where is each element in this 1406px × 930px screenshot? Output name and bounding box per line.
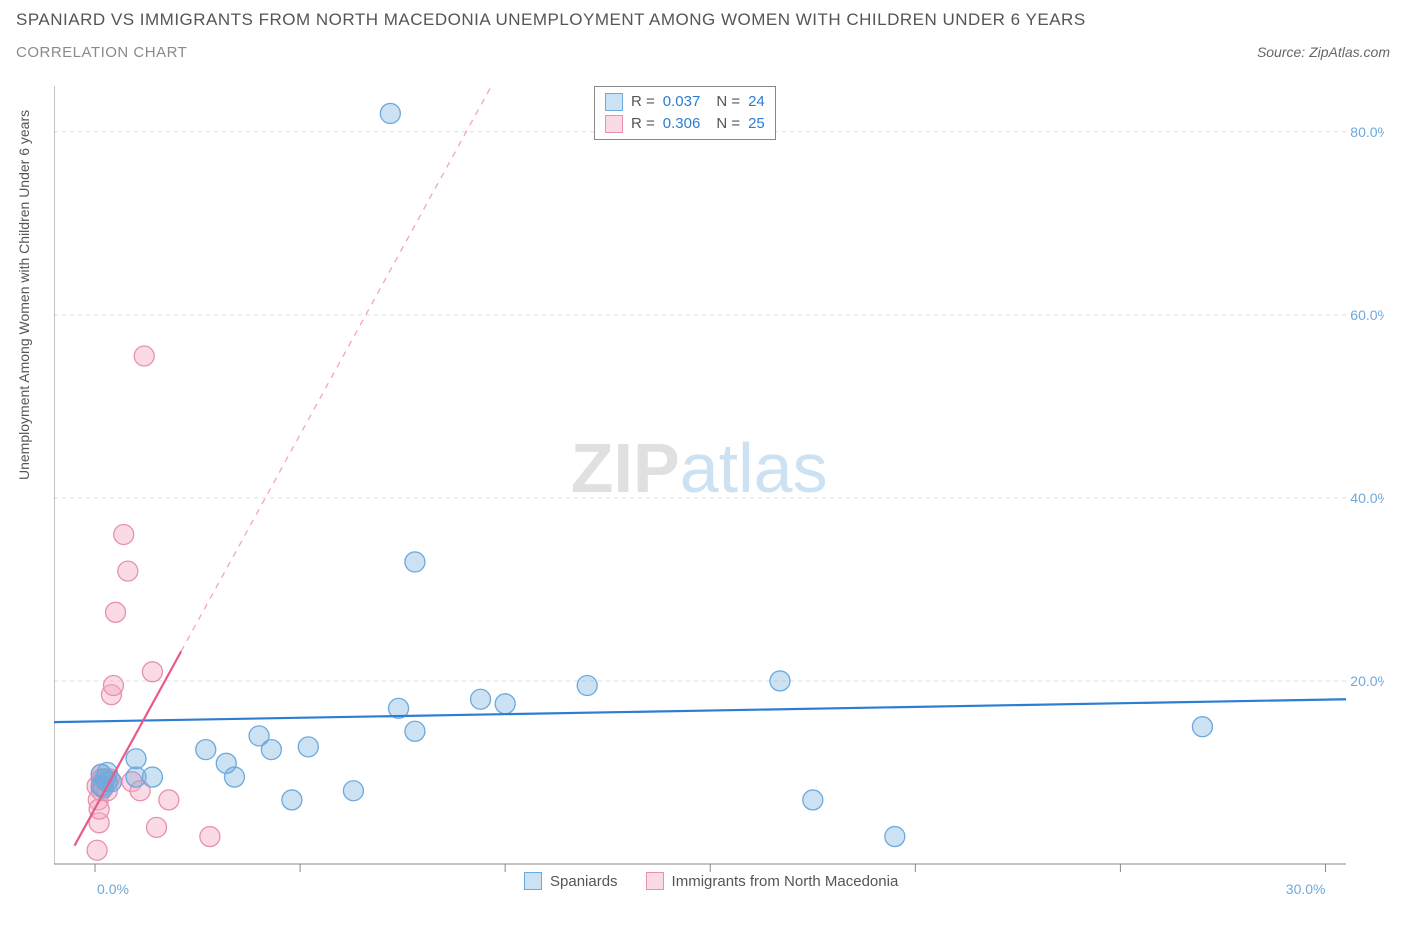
r-label: R = [631,113,655,135]
n-value: 24 [748,91,765,113]
source-attribution: Source: ZipAtlas.com [1257,44,1390,60]
scatter-plot: 20.0% 40.0% 60.0% 80.0% 0.0% 30.0% [54,86,1384,898]
series-legend: Spaniards Immigrants from North Macedonia [524,872,898,890]
legend-item: Immigrants from North Macedonia [646,872,899,890]
legend-swatch [605,93,623,111]
legend-swatch [524,872,542,890]
stats-row: R = 0.037 N = 24 [605,91,765,113]
svg-text:60.0%: 60.0% [1350,307,1384,323]
svg-text:30.0%: 30.0% [1286,881,1326,897]
n-label: N = [716,91,740,113]
chart-area: 20.0%40.0%60.0%80.0%0.0%30.0% ZIPatlas R… [54,86,1384,898]
legend-label: Immigrants from North Macedonia [672,873,899,890]
legend-label: Spaniards [550,873,618,890]
r-label: R = [631,91,655,113]
chart-subtitle: CORRELATION CHART [16,44,1390,61]
svg-text:0.0%: 0.0% [97,881,129,897]
r-value: 0.037 [663,91,701,113]
correlation-stats-box: R = 0.037 N = 24 R = 0.306 N = 25 [594,86,776,140]
n-value: 25 [748,113,765,135]
svg-text:40.0%: 40.0% [1350,490,1384,506]
legend-item: Spaniards [524,872,618,890]
legend-swatch [646,872,664,890]
chart-title: SPANIARD VS IMMIGRANTS FROM NORTH MACEDO… [16,10,1390,30]
n-label: N = [716,113,740,135]
legend-swatch [605,115,623,133]
svg-text:80.0%: 80.0% [1350,124,1384,140]
y-axis-label: Unemployment Among Women with Children U… [16,110,32,480]
svg-text:20.0%: 20.0% [1350,673,1384,689]
r-value: 0.306 [663,113,701,135]
stats-row: R = 0.306 N = 25 [605,113,765,135]
